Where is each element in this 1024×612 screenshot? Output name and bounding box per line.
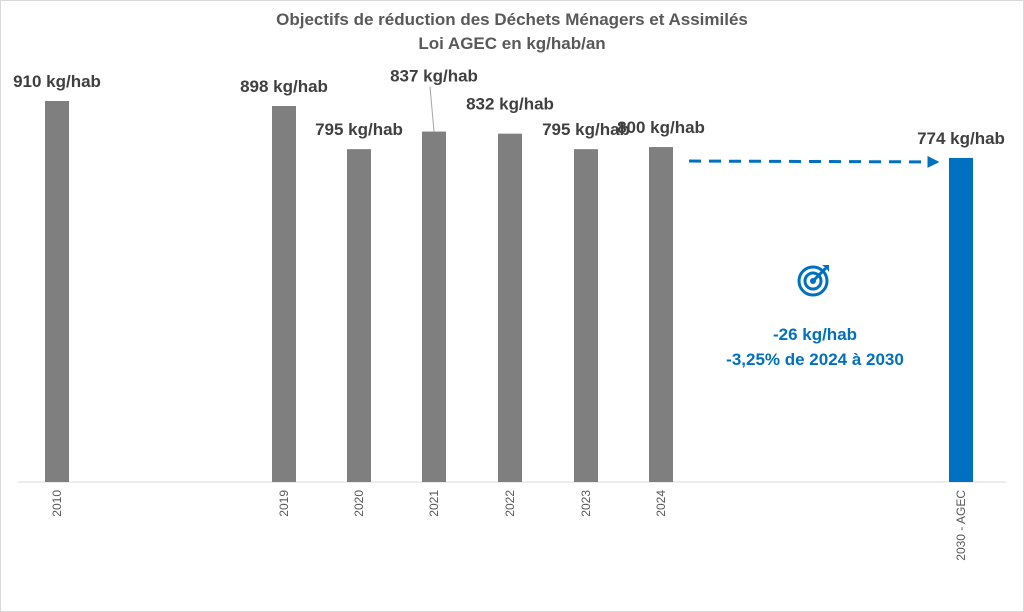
bars-layer [45,101,973,483]
x-tick-label: 2010 [50,490,64,517]
x-tick-label: 2024 [654,490,668,517]
chart-title: Objectifs de réduction des Déchets Ménag… [0,8,1024,56]
bar-2019 [272,106,296,483]
ticks-layer: 2010 2019 2020 2021 2022 2023 2024 2030 - AGEC [50,490,968,561]
bar-2022 [498,133,522,482]
label-leader-line [429,86,435,132]
labels-layer: 910 kg/hab 898 kg/hab 795 kg/hab 837 kg/hab… [13,67,1005,148]
data-label: 800 kg/hab [617,118,705,137]
data-label: 910 kg/hab [13,72,101,91]
bar-2024 [649,147,673,483]
annotation-line-2: -3,25% de 2024 à 2030 [726,350,904,369]
x-tick-label: 2030 - AGEC [954,490,968,561]
chart-subtitle-line: Loi AGEC en kg/hab/an [418,34,606,53]
x-tick-label: 2023 [579,490,593,517]
data-label: 837 kg/hab [390,67,478,86]
x-tick-label: 2022 [503,490,517,517]
data-label: 774 kg/hab [917,129,1005,148]
x-tick-label: 2020 [352,490,366,517]
bar-2020 [347,149,371,482]
data-label: 795 kg/hab [542,120,630,139]
trend-arrow [688,155,940,168]
x-tick-label: 2021 [427,490,441,517]
reduction-annotation: -26 kg/hab -3,25% de 2024 à 2030 [700,322,930,372]
x-tick-label: 2019 [277,490,291,517]
annotation-line-1: -26 kg/hab [772,325,858,344]
bar-2010 [45,101,69,482]
chart-title-line: Objectifs de réduction des Déchets Ménag… [276,10,748,29]
data-label: 795 kg/hab [315,120,403,139]
bar-2023 [574,149,598,482]
bar-2021 [422,131,446,483]
leader-layer [429,86,435,132]
bar-2030-agec [949,157,973,482]
data-label: 898 kg/hab [240,77,328,96]
target-icon [797,265,829,297]
data-label: 832 kg/hab [466,95,554,114]
